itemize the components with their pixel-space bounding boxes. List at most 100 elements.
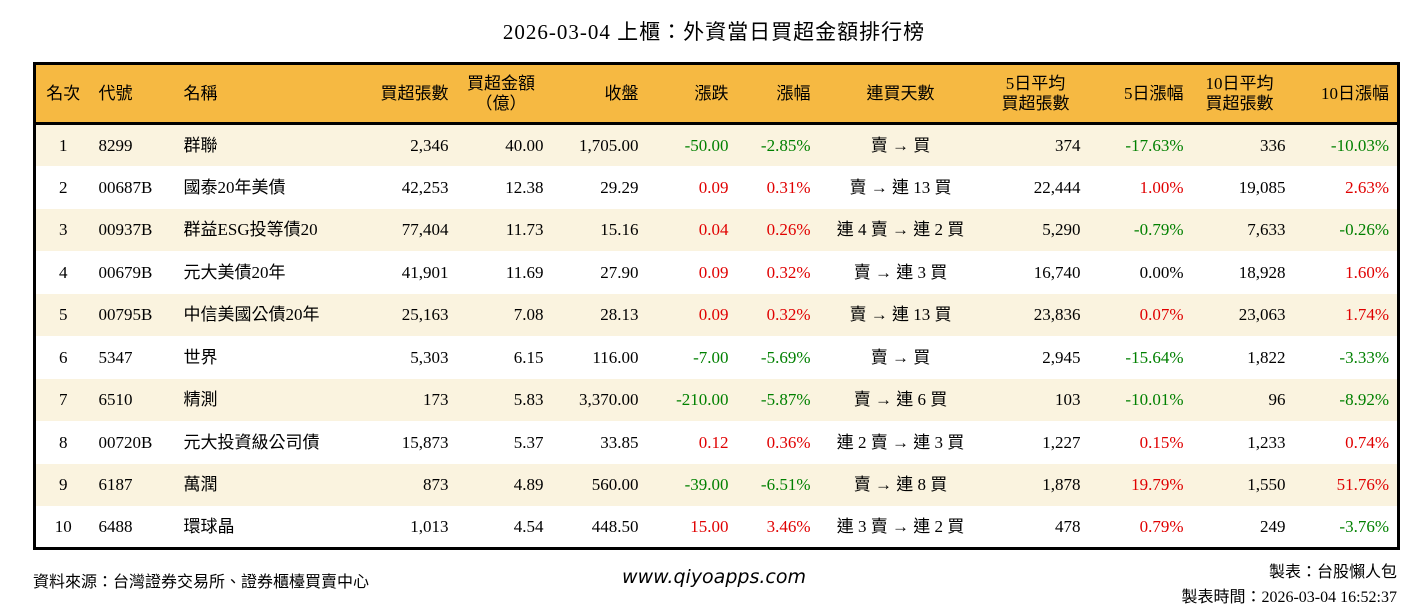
cell-streak: 賣 → 連 8 買 — [853, 475, 948, 495]
cell-avg5: 374 — [1055, 136, 1081, 155]
cell-volume: 2,346 — [410, 136, 449, 155]
cell-amount: 5.37 — [513, 432, 544, 452]
cell-avg5: 2,945 — [1042, 347, 1081, 367]
cell-volume: 1,013 — [410, 517, 449, 536]
cell-streak: 賣 → 連 13 買 — [849, 305, 952, 325]
cell-close: 560.00 — [591, 475, 639, 495]
cell-avg10: 96 — [1268, 390, 1286, 410]
cell-name: 元大美債20年 — [183, 262, 286, 282]
cell-code: 00720B — [98, 432, 153, 452]
cell-volume: 5,303 — [410, 347, 449, 367]
cell-pct5: 0.15% — [1139, 432, 1184, 452]
cell-rank: 6 — [59, 347, 68, 367]
page-title: 2026-03-04 上櫃：外資當日買超金額排行榜 — [502, 20, 926, 44]
cell-pct5: 0.07% — [1139, 305, 1184, 325]
cell-code: 00679B — [98, 262, 153, 282]
cell-change: 0.04 — [698, 220, 729, 240]
cell-pct10: -3.33% — [1339, 347, 1389, 367]
cell-pct10: 51.76% — [1336, 475, 1389, 495]
cell-change_pct: 0.32% — [766, 305, 811, 325]
cell-name: 世界 — [183, 347, 218, 367]
table-row: 9 6187 萬潤 873 4.89 560.00 -39.00 -6.51% 賣 → 連 8 … — [34, 463, 1399, 506]
cell-pct5: -15.64% — [1125, 347, 1184, 367]
cell-rank: 2 — [59, 177, 68, 197]
table-row: 4 00679B 元大美債20年 41,901 11.69 27.90 0.09 0.32% 賣… — [34, 251, 1399, 294]
cell-change: -7.00 — [693, 347, 729, 367]
cell-avg10: 1,550 — [1247, 475, 1286, 495]
cell-close: 27.90 — [600, 262, 639, 282]
column-header-pct10: 10日漲幅 — [1293, 63, 1399, 125]
cell-rank: 10 — [54, 517, 72, 536]
cell-close: 448.50 — [591, 517, 639, 536]
cell-streak: 賣 → 連 13 買 — [849, 177, 952, 197]
cell-pct5: 19.79% — [1131, 475, 1184, 495]
cell-pct10: 1.60% — [1345, 262, 1389, 282]
cell-avg10: 1,233 — [1247, 432, 1286, 452]
cell-streak: 連 3 賣 → 連 2 買 — [836, 517, 965, 536]
column-header-rank: 名次 — [34, 63, 97, 125]
cell-change_pct: 0.26% — [766, 220, 811, 240]
cell-pct5: -10.01% — [1125, 390, 1184, 410]
cell-change: -210.00 — [676, 390, 729, 410]
cell-name: 群聯 — [183, 136, 218, 155]
cell-rank: 5 — [59, 305, 68, 325]
cell-volume: 15,873 — [401, 432, 449, 452]
cell-name: 群益ESG投等債20 — [183, 220, 318, 240]
cell-close: 28.13 — [600, 305, 639, 325]
cell-change: -39.00 — [684, 475, 729, 495]
cell-avg5: 1,878 — [1042, 475, 1081, 495]
cell-streak: 賣 → 買 — [870, 136, 931, 155]
cell-amount: 11.69 — [505, 262, 544, 282]
cell-change_pct: -2.85% — [760, 136, 811, 155]
data-source-note: 資料來源：台灣證券交易所、證券櫃檯買賣中心 — [33, 574, 370, 591]
cell-rank: 3 — [59, 220, 68, 240]
cell-volume: 873 — [423, 475, 449, 495]
column-header-change_pct: 漲幅 — [736, 63, 819, 125]
cell-change_pct: 0.32% — [766, 262, 811, 282]
cell-close: 15.16 — [600, 220, 639, 240]
cell-change_pct: -6.51% — [760, 475, 811, 495]
column-header-amount: 買超金額 （億） — [456, 63, 552, 125]
column-header-avg10: 10日平均 買超張數 — [1191, 63, 1294, 125]
column-header-code: 代號 — [96, 63, 182, 125]
cell-rank: 9 — [59, 475, 68, 495]
cell-rank: 7 — [59, 390, 68, 410]
cell-pct10: 2.63% — [1345, 177, 1389, 197]
credits-block: 製表：台股懶人包 製表時間：2026-03-04 16:52:37 — [1181, 560, 1397, 610]
cell-pct5: 0.79% — [1139, 517, 1184, 536]
table-row: 5 00795B 中信美國公債20年 25,163 7.08 28.13 0.09 0.32%… — [34, 293, 1399, 336]
cell-name: 中信美國公債20年 — [183, 305, 320, 325]
cell-streak: 連 2 賣 → 連 3 買 — [836, 432, 965, 452]
cell-amount: 4.54 — [513, 517, 544, 536]
cell-amount: 5.83 — [513, 390, 544, 410]
cell-pct5: -17.63% — [1125, 136, 1184, 155]
cell-volume: 173 — [423, 390, 449, 410]
table-row: 10 6488 環球晶 1,013 4.54 448.50 15.00 3.46% 連 3 賣 … — [34, 506, 1399, 549]
table-row: 1 8299 群聯 2,346 40.00 1,705.00 -50.00 -2.85% 賣 →… — [34, 123, 1399, 166]
cell-streak: 連 4 賣 → 連 2 買 — [836, 220, 965, 240]
cell-volume: 42,253 — [401, 177, 449, 197]
column-header-close: 收盤 — [551, 63, 647, 125]
cell-avg10: 249 — [1260, 517, 1286, 536]
cell-avg5: 5,290 — [1042, 220, 1081, 240]
cell-streak: 賣 → 連 3 買 — [853, 262, 948, 282]
cell-avg10: 18,928 — [1238, 262, 1286, 282]
cell-close: 3,370.00 — [579, 390, 639, 410]
cell-amount: 7.08 — [513, 305, 544, 325]
cell-avg5: 478 — [1055, 517, 1081, 536]
cell-rank: 4 — [59, 262, 68, 282]
cell-change: 0.09 — [698, 305, 729, 325]
cell-avg5: 23,836 — [1033, 305, 1081, 325]
cell-change: 0.09 — [698, 262, 729, 282]
cell-amount: 6.15 — [513, 347, 544, 367]
table-row: 3 00937B 群益ESG投等債20 77,404 11.73 15.16 0.04 0.2… — [34, 208, 1399, 251]
cell-amount: 40.00 — [505, 136, 544, 155]
cell-amount: 11.73 — [505, 220, 544, 240]
cell-rank: 1 — [59, 136, 68, 155]
cell-name: 元大投資級公司債 — [183, 432, 320, 452]
cell-pct5: 0.00% — [1139, 262, 1184, 282]
cell-amount: 4.89 — [513, 475, 544, 495]
cell-name: 萬潤 — [183, 475, 218, 495]
cell-change: 15.00 — [690, 517, 729, 536]
cell-code: 6510 — [98, 390, 133, 410]
